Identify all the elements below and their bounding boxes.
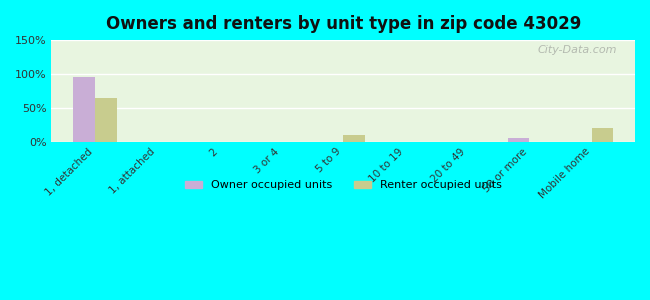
Text: City-Data.com: City-Data.com — [538, 45, 617, 55]
Bar — [508, 138, 530, 142]
Bar — [592, 128, 613, 142]
Bar — [95, 98, 116, 142]
Bar — [343, 135, 365, 142]
Legend: Owner occupied units, Renter occupied units: Owner occupied units, Renter occupied un… — [181, 176, 506, 195]
Bar — [73, 77, 95, 142]
Title: Owners and renters by unit type in zip code 43029: Owners and renters by unit type in zip c… — [105, 15, 581, 33]
